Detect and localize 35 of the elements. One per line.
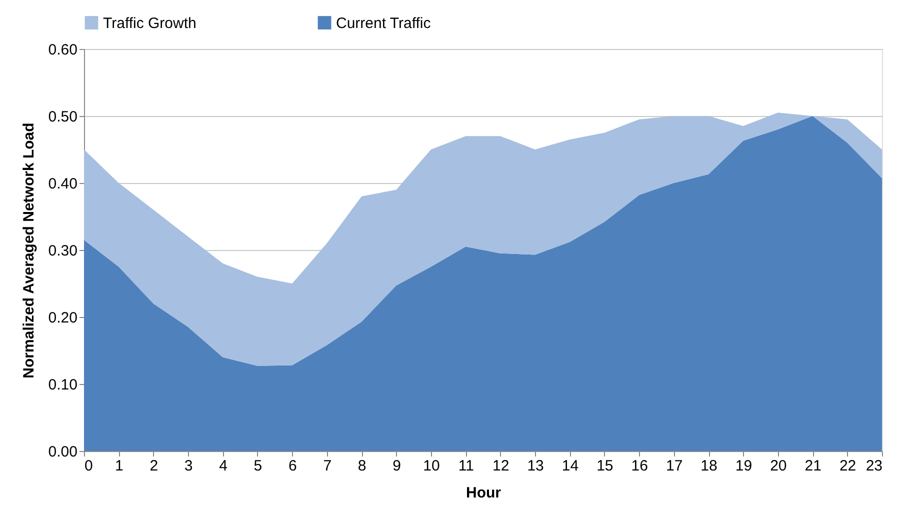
x-tick-label: 1 [115,458,124,474]
y-tick-label: 0.50 [48,108,78,126]
x-tick-label: 4 [219,458,228,474]
x-tick-label: 17 [666,458,683,474]
x-tick-label: 22 [839,458,856,474]
x-tick-label: 9 [392,458,401,474]
x-tick-label: 0 [84,458,93,474]
x-tick-label: 6 [288,458,297,474]
x-tick-label: 16 [631,458,648,474]
x-tick-label: 20 [770,458,787,474]
y-tick-label: 0.40 [48,176,78,192]
y-tick-label: 0.20 [48,310,78,326]
x-tick-label: 14 [562,458,579,474]
x-tick-label: 3 [184,458,193,474]
y-tick-label: 0.10 [48,376,78,394]
x-tick-label: 7 [323,458,332,474]
x-tick-label: 11 [458,458,474,474]
legend-label: Traffic Growth [103,14,196,32]
x-tick-label: 19 [735,458,752,474]
legend-label: Current Traffic [336,14,432,32]
x-tick-label: 12 [492,458,510,474]
x-tick-label: 5 [254,458,262,474]
x-tick-label: 15 [596,458,614,474]
y-tick-label: 0.00 [48,444,78,460]
x-tick-label: 10 [423,458,440,474]
x-tick-label: 13 [527,458,544,474]
x-tick-label: 21 [804,458,822,474]
x-tick-label: 8 [358,458,366,474]
y-axis-title: Normalized Averaged Network Load [20,122,38,378]
x-tick-label: 2 [150,458,158,474]
y-tick-label: 0.30 [48,242,78,260]
x-tick-label: 23 [866,458,882,474]
x-axis-title: Hour [466,484,502,502]
y-tick-label: 0.60 [48,42,78,58]
x-tick-label: 18 [700,458,718,474]
